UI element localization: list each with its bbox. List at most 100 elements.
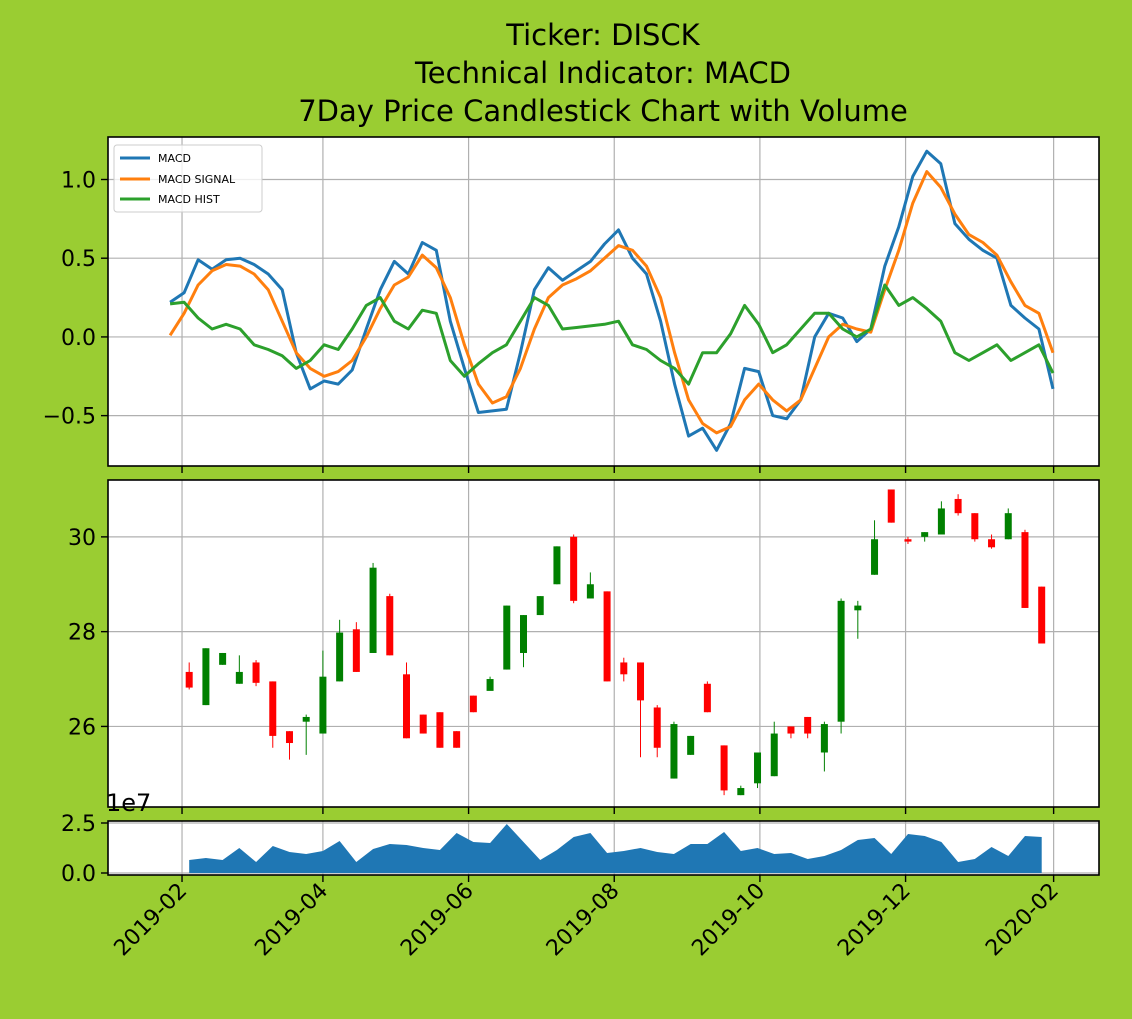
candle-body (703, 683, 711, 713)
candlestick (269, 681, 277, 748)
candle-body (319, 676, 327, 734)
legend-label-macd: MACD (158, 152, 191, 165)
volume-frame (107, 820, 1100, 876)
candle-body (386, 596, 394, 656)
candlestick (971, 513, 979, 542)
candle-body (419, 714, 427, 734)
candle-body (285, 731, 293, 744)
candlestick (352, 622, 360, 672)
candlestick (887, 489, 895, 523)
y-tick-label: 1.0 (61, 169, 96, 194)
candlestick (386, 593, 394, 656)
candlestick (235, 655, 243, 684)
candle-body (1021, 532, 1029, 608)
candle-body (352, 629, 360, 672)
candlestick (469, 695, 477, 713)
candle-body (536, 596, 544, 616)
candlestick (570, 534, 578, 604)
candlestick (503, 605, 511, 670)
legend-label-signal: MACD SIGNAL (158, 173, 236, 186)
candle-body (603, 591, 611, 682)
candlestick (586, 572, 594, 599)
candlestick (937, 501, 945, 535)
candle-body (854, 605, 862, 611)
price-plot-area (108, 480, 1099, 807)
candle-body (453, 731, 461, 748)
candle-body (336, 632, 344, 682)
candle-body (904, 539, 912, 542)
candle-body (754, 752, 762, 784)
price-panel: 26 28 30 (68, 479, 1100, 814)
candle-body (653, 707, 661, 748)
candle-body (737, 788, 745, 796)
candle-body (219, 652, 227, 665)
candlestick (921, 532, 929, 542)
candlestick (653, 705, 661, 758)
candle-body (871, 539, 879, 575)
legend-box (113, 144, 263, 213)
candle-body (469, 695, 477, 713)
y-tick-label: 0.5 (61, 247, 96, 272)
y-tick-label: 0.0 (61, 326, 96, 351)
candle-body (770, 733, 778, 777)
candlestick (1038, 586, 1046, 644)
candlestick (904, 536, 912, 544)
candle-body (235, 671, 243, 684)
chart-title: Ticker: DISCK Technical Indicator: MACD … (298, 18, 908, 128)
candle-body (954, 498, 962, 514)
volume-offset-label: 1e7 (106, 789, 151, 817)
candlestick (520, 615, 528, 668)
candle-body (637, 662, 645, 701)
candle-body (586, 584, 594, 599)
macd-line (169, 149, 1055, 452)
y-tick-label: 0.0 (61, 862, 96, 887)
candle-body (820, 724, 828, 753)
candle-body (687, 735, 695, 755)
candlestick (620, 657, 628, 682)
candle-body (252, 662, 260, 683)
candlestick (854, 600, 862, 639)
macd-hist-line (169, 283, 1055, 386)
price-y-axis: 26 28 30 (68, 526, 108, 740)
candle-body (503, 605, 511, 670)
candlestick (603, 591, 611, 682)
price-frame (107, 479, 1100, 808)
macd-signal-line (168, 170, 1055, 435)
volume-y-axis: 0.0 2.5 (61, 812, 108, 887)
candle-body (520, 615, 528, 653)
macd-legend: MACD MACD SIGNAL MACD HIST (113, 144, 263, 213)
candle-body (402, 674, 410, 739)
candle-body (570, 536, 578, 601)
candle-body (670, 724, 678, 779)
candle-body (369, 567, 377, 653)
candle-body (921, 532, 929, 537)
macd-panel: −0.5 0.0 0.5 1.0 MACD MACD SIGNAL MACD HIST (43, 136, 1100, 473)
title-line-1: Ticker: DISCK (505, 18, 700, 52)
macd-x-ticks (181, 466, 1055, 473)
candlestick (536, 596, 544, 616)
candlestick (302, 714, 310, 755)
candle-body (1038, 586, 1046, 644)
candlestick (820, 721, 828, 772)
candlestick (402, 662, 410, 739)
macd-y-axis: −0.5 0.0 0.5 1.0 (43, 169, 108, 430)
candle-body (185, 671, 193, 688)
candle-body (837, 600, 845, 722)
candle-body (937, 508, 945, 535)
candle-body (787, 726, 795, 734)
candlestick (737, 785, 745, 796)
candlestick (486, 676, 494, 691)
price-x-ticks (181, 807, 1055, 814)
candle-body (988, 539, 996, 548)
volume-area (189, 824, 1042, 873)
y-tick-label: 2.5 (61, 812, 96, 837)
candle-body (302, 716, 310, 722)
candlestick (202, 648, 210, 706)
candle-body (804, 716, 812, 734)
candlestick (419, 714, 427, 734)
title-line-2: Technical Indicator: MACD (414, 56, 791, 90)
candlestick (637, 662, 645, 758)
candlestick (871, 520, 879, 575)
candlestick (219, 652, 227, 665)
